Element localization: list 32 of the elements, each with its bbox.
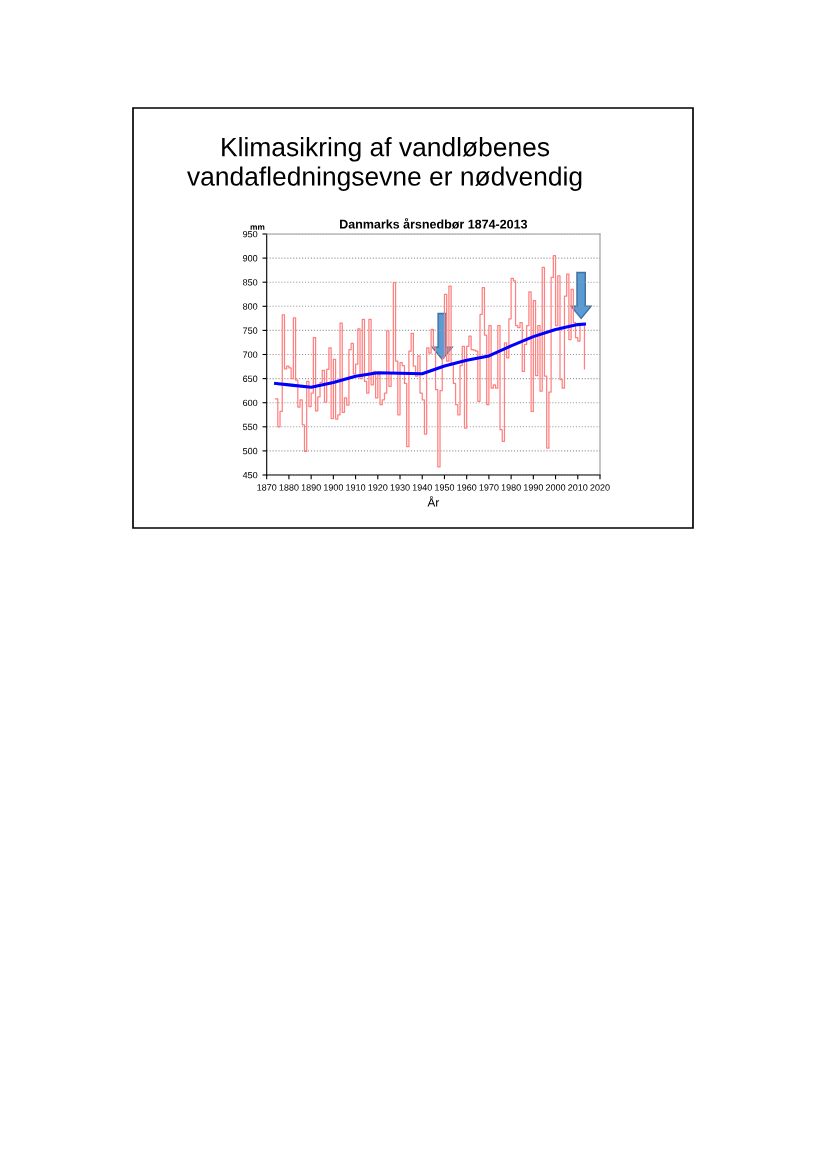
x-tick-label: 1960 bbox=[457, 484, 477, 491]
x-tick-label: 1990 bbox=[523, 484, 544, 491]
y-tick-label: 650 bbox=[243, 375, 258, 382]
x-tick-label: 2010 bbox=[568, 484, 588, 491]
line-series bbox=[274, 322, 586, 389]
y-tick-label: 500 bbox=[242, 447, 258, 455]
x-tick-label: 2020 bbox=[590, 484, 610, 491]
y-tick-label: 950 bbox=[243, 230, 258, 238]
x-tick-label: 1970 bbox=[479, 484, 499, 491]
y-tick-label: 450 bbox=[242, 471, 258, 479]
x-axis-title: År bbox=[427, 496, 440, 507]
y-tick-label: 800 bbox=[243, 303, 258, 310]
y-tick-label: 850 bbox=[243, 279, 258, 286]
y-tick-label: 700 bbox=[243, 351, 258, 358]
x-tick-label: 1940 bbox=[412, 484, 432, 491]
x-tick-label: 1950 bbox=[435, 484, 455, 491]
x-tick-label: 2000 bbox=[545, 484, 566, 491]
y-tick-label: 550 bbox=[242, 423, 258, 431]
y-axis-title: mm bbox=[250, 225, 265, 230]
x-tick-label: 1870 bbox=[257, 484, 277, 491]
y-tick-label: 750 bbox=[243, 327, 258, 334]
x-tick-label: 1880 bbox=[279, 484, 299, 491]
x-tick-label: 1900 bbox=[324, 484, 344, 491]
chart-subtitle: Danmarks årsnedbør 1874-2013 bbox=[340, 218, 528, 229]
y-tick-label: 600 bbox=[243, 399, 258, 407]
x-tick-label: 1910 bbox=[346, 484, 366, 491]
chart-title: Klimasikring af vandløbenes vandafledningsevne er nødvendig bbox=[187, 137, 582, 191]
y-tick-label: 900 bbox=[243, 255, 258, 262]
x-tick-label: 1890 bbox=[301, 484, 321, 491]
x-tick-label: 1930 bbox=[390, 484, 410, 491]
x-tick-label: 1980 bbox=[501, 484, 521, 491]
x-tick-label: 1920 bbox=[368, 484, 388, 491]
